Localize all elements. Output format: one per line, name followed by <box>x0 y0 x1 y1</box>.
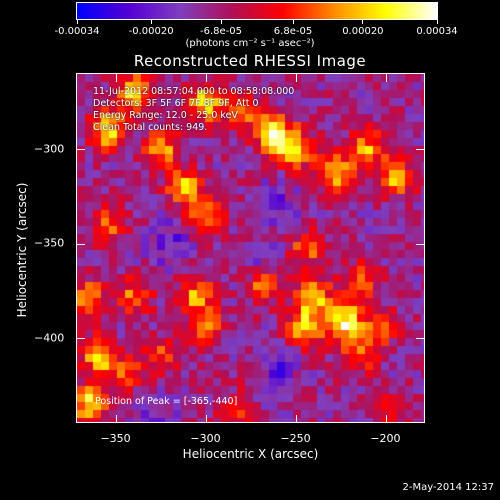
colorbar-tick <box>150 20 152 24</box>
x-tick-label: −300 <box>190 432 221 445</box>
y-tick <box>77 149 85 151</box>
heatmap-image <box>77 74 424 422</box>
y-tick-label: −400 <box>34 331 65 345</box>
colorbar-tick <box>436 20 438 24</box>
colorbar-units: (photons cm⁻² s⁻¹ asec⁻²) <box>185 38 315 49</box>
y-tick <box>77 243 85 245</box>
x-tick-label: −200 <box>370 432 401 445</box>
colorbar-tick-label: 0.00034 <box>416 26 458 37</box>
y-axis-label: Heliocentric Y (arcsec) <box>15 182 29 318</box>
colorbar-tick-label: 0.00020 <box>342 26 384 37</box>
x-tick <box>206 415 208 422</box>
x-tick-label: −250 <box>280 432 311 445</box>
colorbar-tick <box>292 20 294 24</box>
y-tick <box>416 149 424 151</box>
y-tick-label: −300 <box>34 142 65 156</box>
x-axis-label: Heliocentric X (arcsec) <box>182 447 319 461</box>
timestamp: 2-May-2014 12:37 <box>402 482 494 493</box>
info-time-range: 11-Jul-2012 08:57:04.000 to 08:58:08.000 <box>93 86 295 97</box>
x-tick <box>116 74 118 82</box>
colorbar-tick <box>362 20 364 24</box>
y-tick <box>416 338 424 340</box>
colorbar-tick-label: 6.8e-05 <box>273 26 313 37</box>
chart-title: Reconstructed RHESSI Image <box>133 52 367 70</box>
colorbar-tick-label: -6.8e-05 <box>200 26 242 37</box>
y-tick <box>77 338 85 340</box>
colorbar-tick-label: -0.00020 <box>128 26 174 37</box>
x-tick <box>295 415 297 422</box>
info-detectors: Detectors: 3F 5F 6F 7F 8F 9F, Att 0 <box>93 98 259 109</box>
x-tick <box>295 74 297 82</box>
x-tick <box>385 415 387 422</box>
info-total-counts: Clean Total counts: 949. <box>93 122 208 133</box>
info-energy-range: Energy Range: 12.0 - 25.0 keV <box>93 110 238 121</box>
colorbar <box>76 2 438 20</box>
x-tick <box>206 74 208 82</box>
plot-area: 11-Jul-2012 08:57:04.000 to 08:58:08.000… <box>76 73 425 423</box>
x-tick <box>116 415 118 422</box>
y-tick <box>416 243 424 245</box>
colorbar-tick <box>220 20 222 24</box>
peak-position-label: Position of Peak = [-365,-440] <box>95 396 238 407</box>
y-tick-label: −350 <box>34 236 65 250</box>
colorbar-tick <box>76 20 78 24</box>
colorbar-tick-label: -0.00034 <box>54 26 100 37</box>
x-tick-label: −350 <box>100 432 131 445</box>
x-tick <box>385 74 387 82</box>
